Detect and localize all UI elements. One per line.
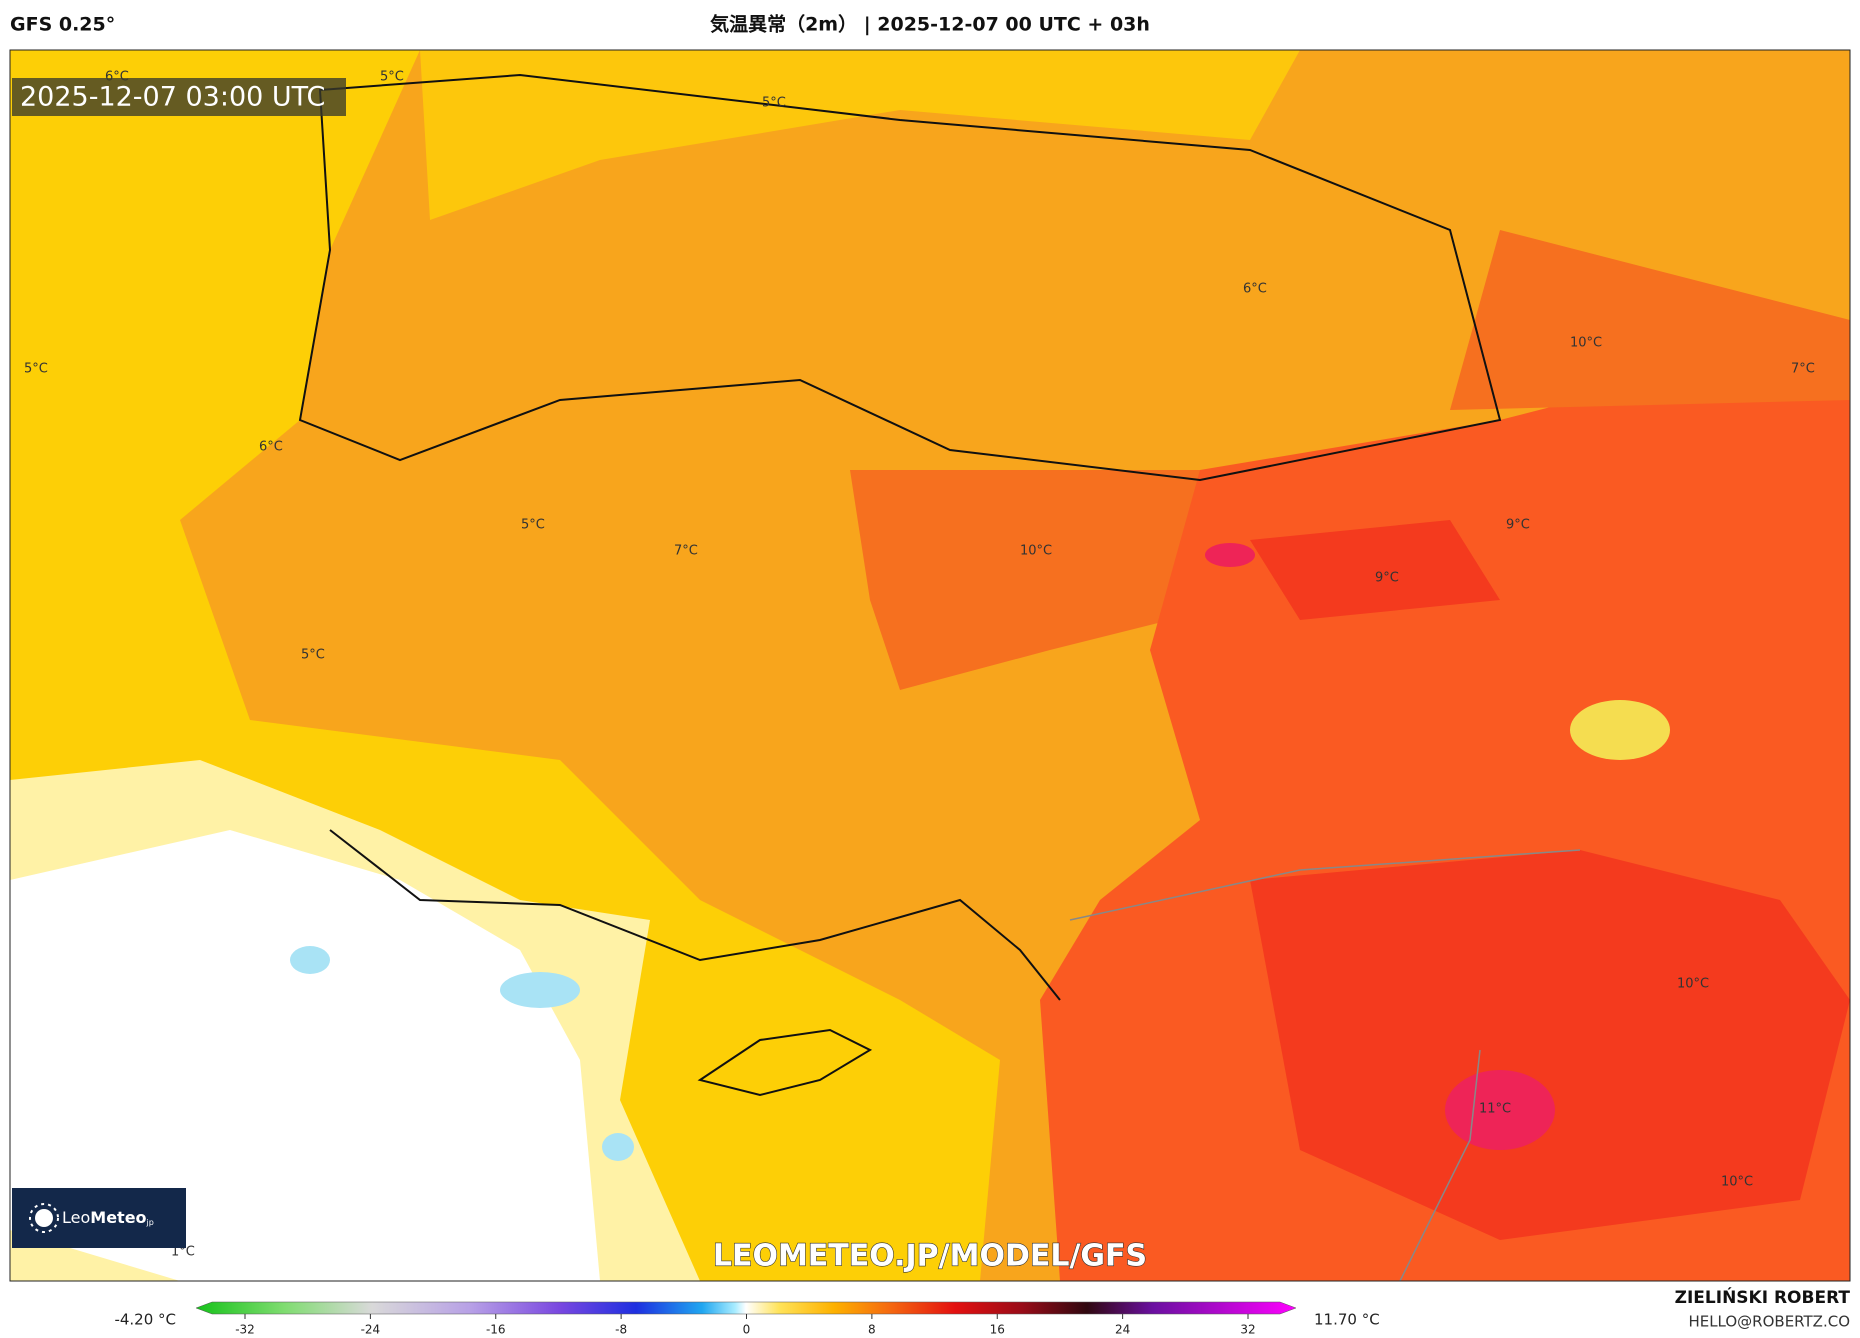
contour-label: 5°C bbox=[301, 648, 325, 663]
logo-sun bbox=[35, 1209, 53, 1227]
logo-suffix: jp bbox=[146, 1218, 154, 1227]
watermark: LEOMETEO.JP/MODEL/GFS bbox=[713, 1239, 1147, 1274]
logo-bold: Meteo bbox=[90, 1208, 146, 1227]
timestamp: 2025-12-07 03:00 UTC bbox=[20, 82, 325, 113]
coastline bbox=[298, 73, 1502, 482]
contour-label: 1°C bbox=[171, 1245, 195, 1260]
colorbar-tick-label: -32 bbox=[235, 1323, 255, 1337]
hottest-patch bbox=[1445, 1070, 1555, 1150]
logo-text: LeoMeteojp bbox=[62, 1208, 154, 1227]
contour-label: 10°C bbox=[1020, 544, 1052, 559]
hottest-patch bbox=[1205, 543, 1255, 567]
cool-patch bbox=[602, 1133, 634, 1161]
map-frame bbox=[9, 49, 1851, 1282]
neutral-region bbox=[10, 830, 600, 1281]
cool-patch bbox=[290, 946, 330, 974]
colorbar-tick-label: -24 bbox=[361, 1323, 381, 1337]
colorbar-tick-label: 0 bbox=[743, 1323, 751, 1337]
border bbox=[1069, 849, 1581, 1281]
hot-region bbox=[1450, 230, 1850, 410]
contour-labels: 5°C 6°C 5°C 6°C 10°C 7°C 5°C 6°C 5°C 7°C… bbox=[24, 70, 1815, 1260]
hotter-region bbox=[1250, 850, 1850, 1240]
logo-rays bbox=[29, 1203, 59, 1233]
mild-patch bbox=[1570, 700, 1670, 760]
contour-label: 9°C bbox=[1506, 518, 1530, 533]
contour-label: 5°C bbox=[521, 518, 545, 533]
contour-label: 6°C bbox=[259, 440, 283, 455]
contour-label: 10°C bbox=[1677, 977, 1709, 992]
contour-label: 5°C bbox=[762, 96, 786, 111]
contour-label: 5°C bbox=[380, 70, 404, 85]
hot-region bbox=[850, 470, 1250, 690]
model-name: GFS 0.25° bbox=[10, 14, 115, 36]
colorbar-tick-label: 24 bbox=[1115, 1323, 1130, 1337]
colorbar-max: 11.70 °C bbox=[1314, 1311, 1380, 1329]
author-email: HELLO@ROBERTZ.CO bbox=[1688, 1313, 1850, 1331]
contour-label: 7°C bbox=[1791, 362, 1815, 377]
contour-label: 6°C bbox=[1243, 282, 1267, 297]
map-area: 5°C 6°C 5°C 6°C 10°C 7°C 5°C 6°C 5°C 7°C… bbox=[10, 50, 1850, 1281]
contour-label: 11°C bbox=[1479, 1102, 1511, 1117]
colorbar: -32 -24 -16 -8 0 8 16 24 32 bbox=[195, 1301, 1297, 1337]
hotter-region bbox=[1250, 520, 1500, 620]
island-outline bbox=[697, 1028, 873, 1097]
author-name: ZIELIŃSKI ROBERT bbox=[1675, 1286, 1851, 1308]
cool-patch bbox=[500, 972, 580, 1008]
colorbar-scale bbox=[195, 1301, 1297, 1315]
colorbar-min: -4.20 °C bbox=[114, 1311, 176, 1329]
colorbar-tick-label: -8 bbox=[615, 1323, 627, 1337]
contour-label: 9°C bbox=[1375, 571, 1399, 586]
colorbar-tick-label: 8 bbox=[868, 1323, 876, 1337]
map-title: 気温異常（2m） | 2025-12-07 00 UTC + 03h bbox=[710, 13, 1150, 36]
contour-label: 10°C bbox=[1570, 336, 1602, 351]
colorbar-tick-label: 32 bbox=[1240, 1323, 1255, 1337]
colorbar-tick-label: 16 bbox=[990, 1323, 1005, 1337]
coastline bbox=[329, 829, 1061, 1001]
warm-region bbox=[420, 50, 1300, 220]
contour-label: 10°C bbox=[1721, 1175, 1753, 1190]
timestamp-box bbox=[12, 78, 346, 116]
contour-label: 5°C bbox=[24, 362, 48, 377]
logo-light: Leo bbox=[62, 1208, 90, 1227]
colorbar-tick-label: -16 bbox=[486, 1323, 506, 1337]
contour-label: 7°C bbox=[674, 544, 698, 559]
